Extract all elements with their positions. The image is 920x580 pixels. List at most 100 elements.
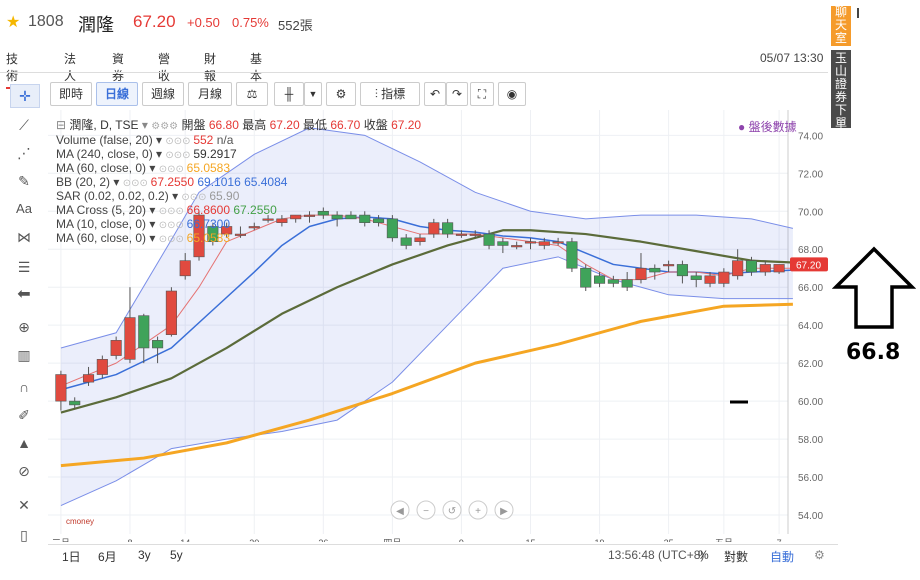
percent-toggle[interactable]: %: [698, 548, 709, 562]
broker-order-button[interactable]: 玉山證券下單: [831, 50, 851, 130]
legend-settings-icon[interactable]: ⚙⚙⚙: [151, 121, 179, 132]
chart-grid: [48, 110, 789, 534]
magnet-icon[interactable]: ∩: [18, 379, 30, 395]
time-tick-label: 26: [318, 538, 328, 542]
legend-options-icon[interactable]: ⊙⊙⊙: [165, 150, 194, 161]
cross-tools-icon[interactable]: ✕: [18, 497, 30, 513]
eye-off-icon[interactable]: ⊘: [18, 463, 30, 479]
side-marker: [857, 8, 859, 18]
candle-body: [345, 214, 357, 220]
legend-row[interactable]: MA (60, close, 0) ▾ ⊙⊙⊙ 65.0583: [56, 161, 616, 175]
legend-indicator-name: SAR (0.02, 0.02, 0.2) ▾: [56, 189, 182, 203]
auto-toggle[interactable]: 自動: [770, 550, 795, 564]
candle-body: [414, 237, 426, 242]
indicators-button[interactable]: ⫶ 指標: [360, 82, 420, 106]
bollinger-band: [60, 127, 794, 506]
post-market-toggle[interactable]: ● 盤後數據: [738, 118, 797, 135]
undo-icon[interactable]: ↶: [424, 82, 446, 106]
crosshair-icon[interactable]: ✛: [10, 84, 40, 108]
text-icon[interactable]: Aa: [16, 201, 32, 216]
range-6m[interactable]: 6月: [98, 550, 117, 564]
arrow-left-icon[interactable]: ⬅: [17, 286, 31, 303]
price-change: +0.50: [187, 15, 220, 30]
tab-margin[interactable]: 資券: [112, 52, 125, 83]
candle-body: [621, 279, 633, 288]
trash-icon[interactable]: ▯: [20, 527, 28, 543]
stock-volume: 552張: [278, 18, 313, 33]
candle-body: [152, 340, 164, 349]
candle-body: [110, 340, 122, 356]
price-tick-label: 56.00: [798, 473, 823, 484]
fullscreen-icon[interactable]: ⛶: [470, 82, 494, 106]
tab-basic[interactable]: 基本: [250, 52, 263, 83]
time-tick-label: 19: [595, 538, 605, 542]
indicators-icon: ⫶: [374, 87, 378, 101]
stock-header: ★ 1808 潤隆 67.20 +0.50 0.75% 552張: [0, 0, 840, 44]
legend-row[interactable]: MA (10, close, 0) ▾ ⊙⊙⊙ 66.7300: [56, 217, 616, 231]
fibonacci-icon[interactable]: ☰: [17, 259, 31, 275]
redo-icon[interactable]: ↷: [446, 82, 468, 106]
trend-line-icon[interactable]: ⟋: [19, 117, 29, 133]
price-tick-label: 66.00: [798, 283, 823, 294]
legend-options-icon[interactable]: ⊙⊙⊙: [158, 164, 187, 175]
low-label: 最低: [302, 118, 327, 132]
legend-options-icon[interactable]: ⊙⊙⊙: [158, 234, 187, 245]
tab-financials[interactable]: 財報: [204, 52, 217, 83]
ma-60-line: [60, 302, 793, 468]
candle-body: [290, 214, 302, 220]
divider: [0, 72, 828, 73]
chevron-down-icon[interactable]: ▾: [141, 118, 148, 132]
range-1d[interactable]: 1日: [62, 550, 81, 564]
tab-revenue[interactable]: 營收: [158, 52, 171, 83]
lock-icon[interactable]: ▲: [17, 435, 31, 451]
intraday-button[interactable]: 即時: [50, 82, 92, 106]
legend-row[interactable]: SAR (0.02, 0.02, 0.2) ▾ ⊙⊙⊙ 65.90: [56, 189, 616, 203]
legend-title-row: ⊟ 潤隆, D, TSE ▾ ⚙⚙⚙ 開盤 66.80 最高 67.20 最低 …: [56, 116, 616, 133]
price-chart[interactable]: 54.00 56.00 58.00 60.00 62.00 64.00 66.00 68.00…: [48, 110, 838, 542]
measure-icon[interactable]: ▥: [17, 347, 31, 363]
gear-icon[interactable]: ⚙: [814, 548, 825, 562]
time-tick-label: 五月: [715, 538, 733, 542]
legend-row[interactable]: Volume (false, 20) ▾ ⊙⊙⊙ 552 n/a: [56, 133, 616, 147]
legend-options-icon[interactable]: ⊙⊙⊙: [122, 178, 151, 189]
scroll-control-button: [416, 500, 436, 520]
candle-body: [428, 222, 440, 235]
weekly-button[interactable]: 週線: [142, 82, 184, 106]
legend-indicator-name: MA (10, close, 0) ▾: [56, 217, 159, 231]
high-value: 67.20: [269, 118, 300, 132]
tab-institutional[interactable]: 法人: [64, 52, 77, 83]
legend-options-icon[interactable]: ⊙⊙⊙: [181, 192, 210, 203]
range-5y[interactable]: 5y: [170, 548, 183, 562]
candle-body: [580, 267, 592, 288]
pencil-lock-icon[interactable]: ✐: [18, 407, 30, 423]
daily-button[interactable]: 日線: [96, 82, 138, 106]
favorite-star-icon[interactable]: ★: [6, 14, 21, 31]
candle-body: [663, 264, 675, 267]
zoom-icon[interactable]: ⊕: [18, 319, 30, 335]
legend-options-icon[interactable]: ⊙⊙⊙: [158, 206, 187, 217]
brush-icon[interactable]: ✎: [18, 173, 30, 189]
monthly-button[interactable]: 月線: [188, 82, 232, 106]
range-3y[interactable]: 3y: [138, 548, 151, 562]
candle-style-icon[interactable]: ╫: [274, 82, 304, 106]
chat-room-button[interactable]: 聊天室: [831, 6, 851, 46]
log-toggle[interactable]: 對數: [724, 550, 749, 564]
legend-row[interactable]: MA Cross (5, 20) ▾ ⊙⊙⊙ 66.8600 67.2550: [56, 203, 616, 217]
legend-value: 59.2917: [193, 147, 237, 161]
last-price-tag: [790, 257, 828, 272]
price-change-percent: 0.75%: [232, 15, 269, 30]
fork-icon[interactable]: ⋰: [17, 145, 31, 161]
close-label: 收盤: [363, 118, 388, 132]
legend-options-icon[interactable]: ⊙⊙⊙: [165, 136, 194, 147]
legend-row[interactable]: MA (240, close, 0) ▾ ⊙⊙⊙ 59.2917: [56, 147, 616, 161]
legend-row[interactable]: MA (60, close, 0) ▾ ⊙⊙⊙ 65.0583: [56, 231, 616, 245]
time-tick-label: 25: [664, 538, 674, 542]
pattern-icon[interactable]: ⋈: [17, 229, 31, 245]
compare-icon[interactable]: ⚖: [236, 82, 268, 106]
chevron-down-icon[interactable]: ▼: [304, 82, 322, 106]
legend-options-icon[interactable]: ⊙⊙⊙: [158, 220, 187, 231]
legend-row[interactable]: BB (20, 2) ▾ ⊙⊙⊙ 67.2550 69.1016 65.4084: [56, 175, 616, 189]
camera-icon[interactable]: ◉: [498, 82, 526, 106]
collapse-icon[interactable]: ⊟: [56, 118, 67, 132]
gear-icon[interactable]: ⚙: [326, 82, 356, 106]
